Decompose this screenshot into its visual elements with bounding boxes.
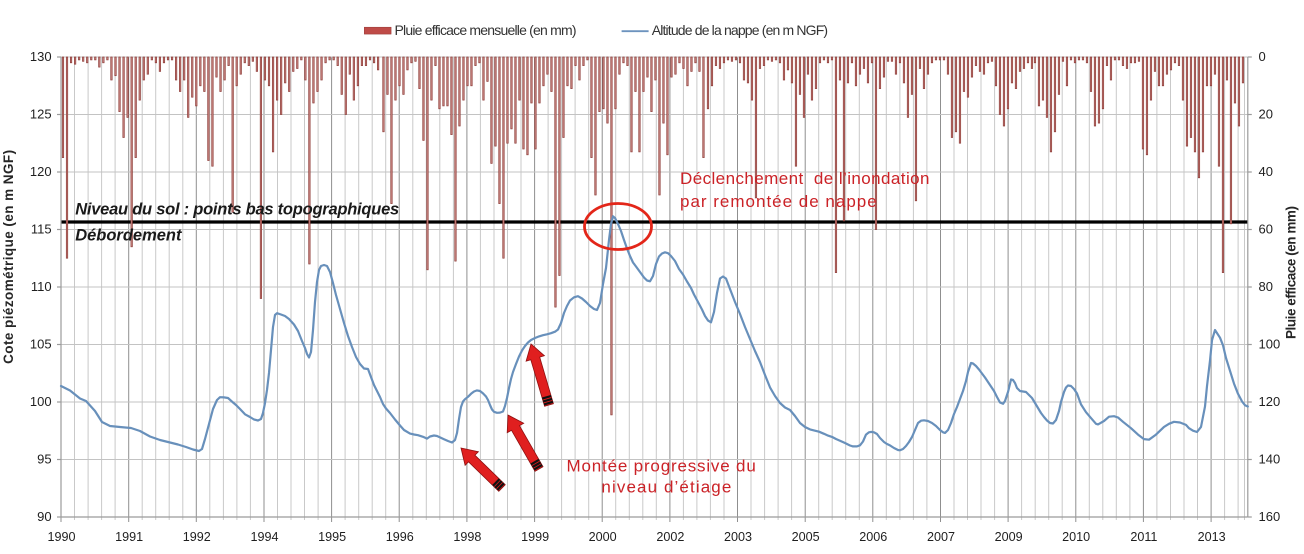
svg-text:100: 100 bbox=[30, 394, 52, 409]
svg-text:1995: 1995 bbox=[318, 530, 346, 544]
svg-text:2002: 2002 bbox=[656, 530, 684, 544]
svg-text:125: 125 bbox=[30, 107, 52, 122]
svg-text:Montée progressive du: Montée progressive du bbox=[567, 456, 756, 475]
svg-text:2003: 2003 bbox=[724, 530, 752, 544]
svg-text:2011: 2011 bbox=[1130, 530, 1157, 544]
svg-text:par remontée de nappe: par remontée de nappe bbox=[680, 192, 877, 211]
svg-text:2013: 2013 bbox=[1198, 530, 1226, 544]
svg-text:Débordement: Débordement bbox=[75, 227, 183, 245]
svg-text:110: 110 bbox=[31, 279, 52, 294]
svg-text:1990: 1990 bbox=[47, 530, 75, 544]
svg-text:2006: 2006 bbox=[859, 530, 887, 544]
svg-text:2010: 2010 bbox=[1062, 530, 1090, 544]
svg-text:1991: 1991 bbox=[115, 530, 143, 544]
svg-text:Pluie efficace (en mm): Pluie efficace (en mm) bbox=[1284, 206, 1299, 339]
svg-text:115: 115 bbox=[31, 222, 52, 237]
svg-text:80: 80 bbox=[1259, 279, 1273, 294]
svg-text:120: 120 bbox=[30, 164, 52, 179]
svg-text:130: 130 bbox=[30, 49, 52, 64]
svg-text:2005: 2005 bbox=[792, 530, 820, 544]
svg-text:95: 95 bbox=[37, 452, 51, 467]
svg-text:Cote piézométrique (en m NGF): Cote piézométrique (en m NGF) bbox=[1, 150, 16, 364]
svg-text:140: 140 bbox=[1259, 452, 1281, 467]
svg-text:Altitude de la nappe (en m NGF: Altitude de la nappe (en m NGF) bbox=[652, 22, 828, 38]
svg-text:1996: 1996 bbox=[386, 530, 414, 544]
svg-text:Pluie efficace mensuelle (en m: Pluie efficace mensuelle (en mm) bbox=[395, 22, 577, 38]
svg-text:1994: 1994 bbox=[250, 530, 278, 544]
svg-text:0: 0 bbox=[1259, 49, 1266, 64]
svg-text:Déclenchement de l’inondation: Déclenchement de l’inondation bbox=[680, 169, 930, 188]
svg-text:niveau d’étiage: niveau d’étiage bbox=[601, 478, 731, 497]
svg-text:40: 40 bbox=[1259, 164, 1273, 179]
svg-text:120: 120 bbox=[1259, 394, 1281, 409]
svg-text:105: 105 bbox=[30, 337, 52, 352]
svg-text:2007: 2007 bbox=[927, 530, 955, 544]
svg-text:Niveau du sol : points bas top: Niveau du sol : points bas topographique… bbox=[75, 200, 399, 218]
svg-text:1998: 1998 bbox=[453, 530, 481, 544]
svg-text:1999: 1999 bbox=[521, 530, 549, 544]
svg-text:100: 100 bbox=[1259, 337, 1281, 352]
svg-text:2000: 2000 bbox=[589, 530, 617, 544]
svg-text:1992: 1992 bbox=[183, 530, 211, 544]
svg-text:2009: 2009 bbox=[995, 530, 1023, 544]
svg-text:60: 60 bbox=[1259, 222, 1273, 237]
svg-text:160: 160 bbox=[1259, 509, 1281, 524]
svg-text:20: 20 bbox=[1259, 107, 1273, 122]
svg-text:90: 90 bbox=[37, 509, 51, 524]
